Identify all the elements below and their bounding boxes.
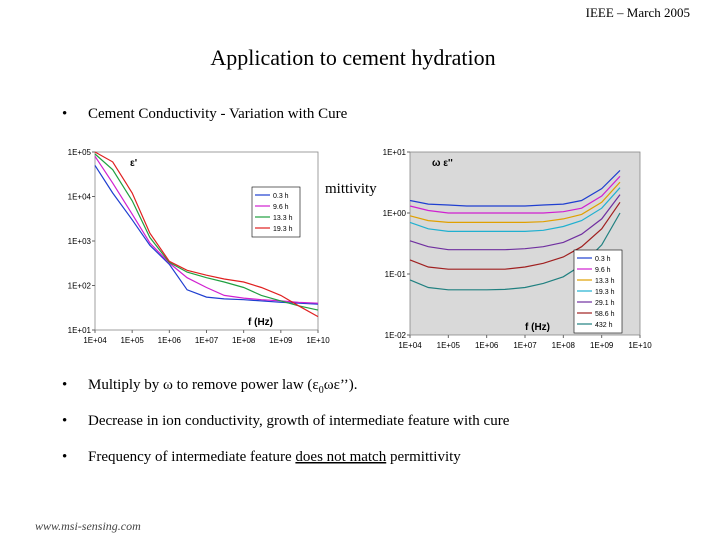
y-tick-label: 1E-01 bbox=[385, 270, 407, 279]
legend-label: 9.6 h bbox=[595, 267, 611, 274]
bullet-dot: • bbox=[62, 106, 67, 122]
x-tick-label: 1E+05 bbox=[120, 336, 144, 345]
bullet-part: Multiply by ω to remove power law (ε bbox=[88, 377, 319, 393]
y-axis-label: ω ε'' bbox=[432, 158, 453, 169]
x-tick-label: 1E+06 bbox=[475, 341, 499, 350]
footer: www.msi-sensing.com bbox=[35, 519, 141, 533]
series-line bbox=[94, 151, 319, 318]
y-tick-label: 1E+05 bbox=[68, 148, 92, 157]
legend-label: 0.3 h bbox=[273, 193, 289, 200]
legend-label: 19.3 h bbox=[273, 226, 293, 233]
x-tick-label: 1E+10 bbox=[306, 336, 330, 345]
series-line bbox=[409, 201, 621, 270]
legend-label: 13.3 h bbox=[273, 215, 293, 222]
legend-label: 0.3 h bbox=[595, 256, 611, 263]
x-tick-label: 1E+07 bbox=[195, 336, 219, 345]
slide-title: Application to cement hydration bbox=[210, 45, 495, 70]
x-tick-label: 1E+09 bbox=[269, 336, 293, 345]
series-line bbox=[409, 194, 621, 251]
x-tick-label: 1E+08 bbox=[552, 341, 576, 350]
series-line bbox=[94, 165, 319, 305]
bullet-part: ωε’’). bbox=[324, 377, 358, 393]
x-tick-label: 1E+07 bbox=[513, 341, 537, 350]
series-line bbox=[409, 169, 621, 207]
plot-area bbox=[94, 151, 319, 331]
series-line bbox=[409, 187, 621, 232]
x-tick-label: 1E+05 bbox=[437, 341, 461, 350]
header: IEEE – March 2005 bbox=[586, 5, 690, 20]
legend-label: 29.1 h bbox=[595, 300, 615, 307]
y-tick-label: 1E+02 bbox=[68, 282, 92, 291]
legend-label: 9.6 h bbox=[273, 204, 289, 211]
series-line bbox=[94, 153, 319, 311]
series-line bbox=[409, 181, 621, 223]
x-tick-label: 1E+10 bbox=[628, 341, 652, 350]
y-tick-label: 1E+04 bbox=[68, 193, 92, 202]
bullet: Multiply by ω to remove power law (ε0ωε’… bbox=[88, 377, 358, 396]
bullet-dot: • bbox=[62, 377, 67, 393]
bullet-part: Frequency of intermediate feature bbox=[88, 449, 295, 465]
bullet: Frequency of intermediate feature does n… bbox=[88, 449, 461, 465]
x-axis-label: f (Hz) bbox=[525, 322, 550, 333]
x-tick-label: 1E+04 bbox=[398, 341, 422, 350]
x-tick-label: 1E+08 bbox=[232, 336, 256, 345]
y-tick-label: 1E-02 bbox=[385, 331, 407, 340]
x-tick-label: 1E+06 bbox=[158, 336, 182, 345]
bullet-underlined: does not match bbox=[295, 449, 386, 465]
x-tick-label: 1E+04 bbox=[83, 336, 107, 345]
bullet: Cement Conductivity - Variation with Cur… bbox=[88, 106, 348, 122]
legend-label: 58.6 h bbox=[595, 311, 615, 318]
series-line bbox=[409, 175, 621, 214]
y-tick-label: 1E+01 bbox=[383, 148, 407, 157]
x-tick-label: 1E+09 bbox=[590, 341, 614, 350]
bullet: Decrease in ion conductivity, growth of … bbox=[88, 413, 510, 429]
x-axis-label: f (Hz) bbox=[248, 317, 273, 328]
legend-label: 432 h bbox=[595, 322, 613, 329]
y-axis-label: ε' bbox=[130, 158, 137, 169]
subscript: 0 bbox=[319, 385, 324, 396]
bullet: mittivity bbox=[325, 181, 377, 197]
bullet-dot: • bbox=[62, 413, 67, 429]
y-tick-label: 1E+00 bbox=[383, 209, 407, 218]
bullet-dot: • bbox=[62, 449, 67, 465]
legend-label: 13.3 h bbox=[595, 278, 615, 285]
y-tick-label: 1E+03 bbox=[68, 237, 92, 246]
bullet-part: permittivity bbox=[386, 449, 461, 465]
legend-label: 19.3 h bbox=[595, 289, 615, 296]
y-tick-label: 1E+01 bbox=[68, 326, 92, 335]
